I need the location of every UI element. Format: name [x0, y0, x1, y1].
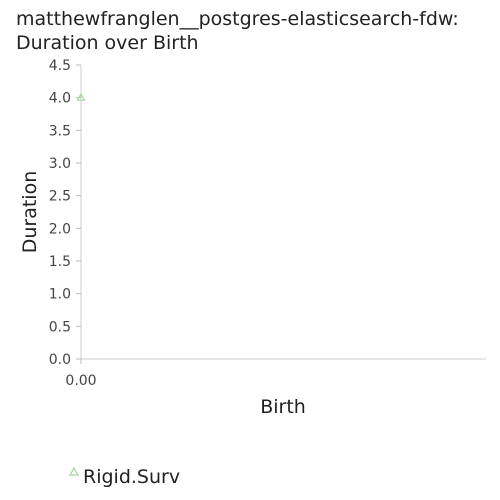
chart-title-line-2: Duration over Birth	[16, 32, 199, 54]
y-tick-label: 4.0	[49, 91, 71, 107]
y-tick-label: 0.0	[49, 352, 71, 368]
y-axis-label: Duration	[19, 171, 41, 254]
y-tick-label: 3.0	[49, 156, 71, 172]
y-tick-label: 2.5	[49, 189, 71, 205]
scatter-point	[76, 92, 86, 101]
y-tick-label: 2.0	[49, 221, 71, 237]
legend-label: Rigid.Surv	[83, 466, 180, 488]
y-axis: 0.0 0.5 1.0 1.5 2.0 2.5 3.0 3.5 4.0 4.5	[49, 58, 82, 368]
y-tick-label: 1.5	[49, 254, 71, 270]
x-axis: 0.00	[65, 358, 486, 389]
y-tick-label: 1.0	[49, 287, 71, 303]
y-tick-label: 3.5	[49, 123, 71, 139]
legend: Rigid.Surv	[68, 466, 180, 488]
y-tick-label: 0.5	[49, 319, 71, 335]
chart-title-line-1: matthewfranglen__postgres-elasticsearch-…	[16, 8, 459, 30]
x-tick-label: 0.00	[65, 373, 96, 389]
plot-points	[76, 92, 86, 101]
legend-marker-triangle-icon	[68, 466, 80, 476]
x-axis-label: Birth	[260, 396, 306, 418]
y-tick-label: 4.5	[49, 58, 71, 74]
